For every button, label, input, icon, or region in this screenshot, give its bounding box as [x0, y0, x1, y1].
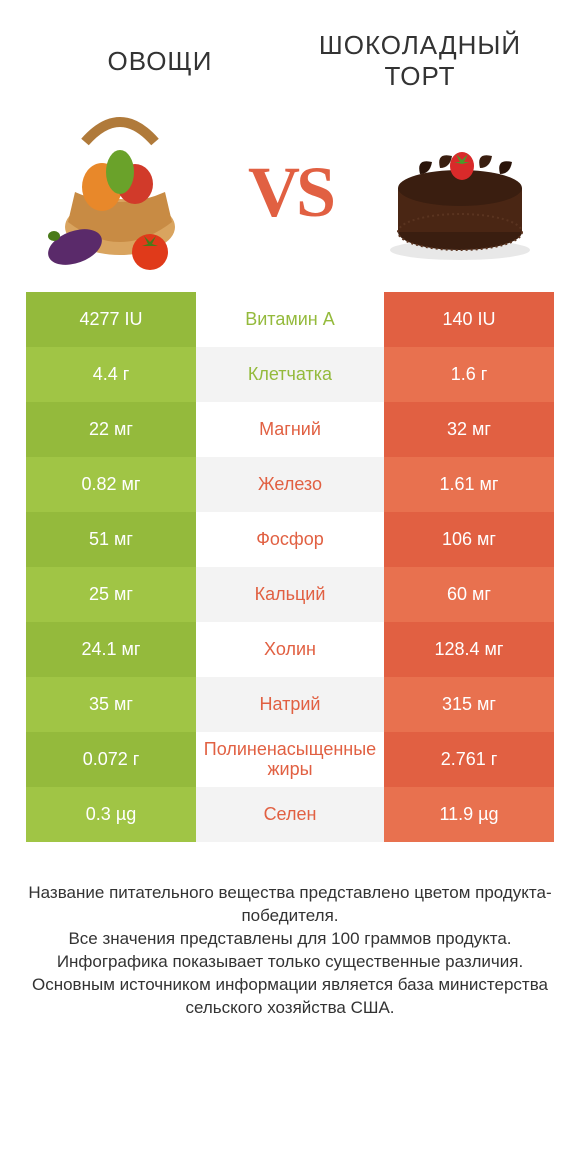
left-value: 22 мг — [26, 402, 196, 457]
footer-line: Инфографика показывает только существенн… — [24, 951, 556, 974]
nutrient-name: Магний — [196, 402, 384, 457]
left-value: 25 мг — [26, 567, 196, 622]
right-value: 11.9 µg — [384, 787, 554, 842]
table-row: 35 мгНатрий315 мг — [26, 677, 554, 732]
right-value: 106 мг — [384, 512, 554, 567]
nutrient-name: Холин — [196, 622, 384, 677]
images-row: VS — [0, 102, 580, 292]
nutrient-name: Железо — [196, 457, 384, 512]
left-value: 35 мг — [26, 677, 196, 732]
table-row: 22 мгМагний32 мг — [26, 402, 554, 457]
table-row: 25 мгКальций60 мг — [26, 567, 554, 622]
right-value: 1.61 мг — [384, 457, 554, 512]
left-value: 24.1 мг — [26, 622, 196, 677]
footer-line: Основным источником информации является … — [24, 974, 556, 1020]
right-value: 128.4 мг — [384, 622, 554, 677]
right-value: 1.6 г — [384, 347, 554, 402]
title-right: ШОКОЛАДНЫЙ ТОРТ — [290, 30, 550, 92]
table-row: 4.4 гКлетчатка1.6 г — [26, 347, 554, 402]
nutrient-name: Витамин A — [196, 292, 384, 347]
right-value: 315 мг — [384, 677, 554, 732]
left-value: 0.3 µg — [26, 787, 196, 842]
footer-notes: Название питательного вещества представл… — [0, 842, 580, 1020]
table-row: 0.82 мгЖелезо1.61 мг — [26, 457, 554, 512]
right-value: 2.761 г — [384, 732, 554, 787]
right-value: 140 IU — [384, 292, 554, 347]
table-row: 0.3 µgСелен11.9 µg — [26, 787, 554, 842]
vegetables-image — [40, 112, 200, 272]
footer-line: Название питательного вещества представл… — [24, 882, 556, 928]
title-left: ОВОЩИ — [30, 46, 290, 77]
vs-label: VS — [248, 151, 332, 234]
table-row: 0.072 гПолиненасыщенные жиры2.761 г — [26, 732, 554, 787]
table-row: 24.1 мгХолин128.4 мг — [26, 622, 554, 677]
nutrient-name: Клетчатка — [196, 347, 384, 402]
left-value: 0.82 мг — [26, 457, 196, 512]
header: ОВОЩИ ШОКОЛАДНЫЙ ТОРТ — [0, 0, 580, 102]
nutrient-name: Фосфор — [196, 512, 384, 567]
comparison-table: 4277 IUВитамин A140 IU4.4 гКлетчатка1.6 … — [0, 292, 580, 842]
left-value: 0.072 г — [26, 732, 196, 787]
nutrient-name: Полиненасыщенные жиры — [196, 732, 384, 787]
nutrient-name: Кальций — [196, 567, 384, 622]
nutrient-name: Натрий — [196, 677, 384, 732]
left-value: 51 мг — [26, 512, 196, 567]
left-value: 4277 IU — [26, 292, 196, 347]
footer-line: Все значения представлены для 100 граммо… — [24, 928, 556, 951]
right-value: 32 мг — [384, 402, 554, 457]
nutrient-name: Селен — [196, 787, 384, 842]
cake-image — [380, 112, 540, 272]
table-row: 51 мгФосфор106 мг — [26, 512, 554, 567]
table-row: 4277 IUВитамин A140 IU — [26, 292, 554, 347]
left-value: 4.4 г — [26, 347, 196, 402]
right-value: 60 мг — [384, 567, 554, 622]
